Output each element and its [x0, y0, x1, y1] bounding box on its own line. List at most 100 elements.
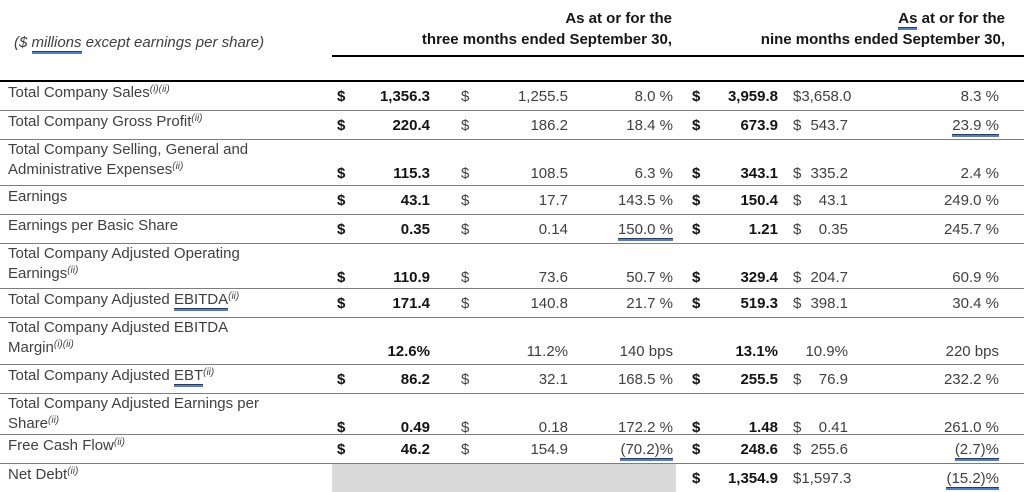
ytd-change: 2.4 % [850, 165, 1024, 187]
current-ytd-value: $343.1 [676, 165, 780, 187]
units-note-pre: ($ [14, 34, 32, 51]
group2-line2: nine months ended September 30, [760, 31, 1005, 48]
amount: 1.48 [748, 419, 778, 436]
current-ytd-value: $673.9 [676, 117, 780, 139]
dollar-sign: $ [793, 117, 802, 134]
prior-quarter-value: $108.5 [432, 165, 570, 187]
prior-quarter-value: $32.1 [432, 371, 570, 393]
percent: 8.3 % [960, 88, 999, 105]
amount: 0.18 [538, 419, 568, 436]
amount: 1.21 [748, 221, 778, 238]
column-group-nine-months: As at or for the nine months ended Septe… [676, 8, 1024, 57]
dollar-sign: $ [337, 221, 346, 238]
current-quarter-value: 12.6% [332, 343, 432, 365]
dollar-sign: $ [461, 117, 470, 134]
current-quarter-value: $220.4 [332, 117, 432, 139]
current-ytd-value: 13.1% [676, 343, 780, 365]
row-label-text: Total Company Gross Profit [8, 113, 192, 130]
table-row-gross-profit: Total Company Gross Profit(ii) $220.4 $1… [0, 111, 1024, 140]
row-label: Total Company Adjusted EBITDA Margin(i)(… [0, 318, 332, 365]
current-ytd-value: $3,959.8 [676, 88, 780, 110]
amount: 343.1 [740, 165, 778, 182]
prior-ytd-value: $398.1 [780, 295, 850, 317]
ytd-change: (2.7)% [850, 441, 1024, 463]
dollar-sign: $ [692, 269, 701, 286]
amount: 255.6 [810, 441, 848, 458]
percent: 30.4 % [952, 295, 999, 312]
amount: 0.14 [538, 221, 568, 238]
prior-ytd-value: 10.9% [780, 343, 850, 365]
amount: 32.1 [538, 371, 568, 388]
dollar-sign: $ [337, 165, 346, 182]
percent: 18.4 % [626, 117, 673, 134]
row-label-text: Total Company Adjusted Earnings per Shar… [8, 395, 259, 432]
dollar-sign: $ [461, 419, 470, 436]
amount: 43.1 [818, 192, 848, 209]
current-ytd-value: $329.4 [676, 269, 780, 291]
current-ytd-value: $1.48 [676, 419, 780, 441]
amount: 13.1% [735, 343, 778, 360]
percent: 6.3 % [634, 165, 673, 182]
percent: 50.7 % [626, 269, 673, 286]
basis-points: 220 bps [945, 343, 999, 360]
basis-points: 140 bps [619, 343, 673, 360]
quarter-change: (70.2)% [570, 441, 676, 463]
group2-line1: As at or for the [676, 8, 1005, 29]
amount: 108.5 [530, 165, 568, 182]
dollar-sign: $ [461, 165, 470, 182]
amount: 673.9 [740, 117, 778, 134]
prior-quarter-value: $154.9 [432, 441, 570, 463]
quarter-change: 18.4 % [570, 117, 676, 139]
dollar-sign: $ [793, 470, 802, 487]
row-label-text: Net Debt [8, 466, 68, 483]
prior-ytd-value: $335.2 [780, 165, 850, 187]
amount: 0.35 [400, 221, 430, 238]
row-label-text: Total Company Selling, General and Admin… [8, 141, 249, 178]
amount: 255.5 [740, 371, 778, 388]
prior-quarter-value: $186.2 [432, 117, 570, 139]
column-group-three-months: As at or for the three months ended Sept… [332, 8, 676, 57]
dollar-sign: $ [793, 419, 802, 436]
dollar-sign: $ [793, 441, 802, 458]
current-ytd-value: $248.6 [676, 441, 780, 463]
ytd-change: (15.2)% [850, 470, 1024, 492]
prior-quarter-value: $140.8 [432, 295, 570, 317]
row-label-text: Total Company Sales [8, 84, 150, 101]
dollar-sign: $ [692, 295, 701, 312]
shaded-not-applicable-cells [332, 464, 676, 492]
ytd-change: 245.7 % [850, 221, 1024, 243]
amount: 12.6% [387, 343, 430, 360]
footnote-ref: (ii) [172, 161, 184, 172]
percent-marked: (70.2)% [620, 441, 673, 459]
row-label: Total Company Adjusted Operating Earning… [0, 244, 332, 291]
dollar-sign: $ [461, 441, 470, 458]
percent: 261.0 % [943, 419, 999, 436]
amount: 220.4 [392, 117, 430, 134]
dollar-sign: $ [692, 470, 701, 487]
current-quarter-value: $171.4 [332, 295, 432, 317]
quarter-change: 140 bps [570, 343, 676, 365]
percent: 2.4 % [960, 165, 999, 182]
amount: 154.9 [530, 441, 568, 458]
prior-ytd-value: $0.35 [780, 221, 850, 243]
amount: 0.35 [818, 221, 848, 238]
prior-quarter-value: $0.18 [432, 419, 570, 441]
amount: 171.4 [392, 295, 430, 312]
dollar-sign: $ [337, 269, 346, 286]
footnote-ref: (ii) [203, 367, 215, 378]
dollar-sign: $ [337, 295, 346, 312]
current-ytd-value: $1.21 [676, 221, 780, 243]
dollar-sign: $ [692, 192, 701, 209]
table-header: ($ millions except earnings per share) A… [0, 0, 1024, 57]
dollar-sign: $ [461, 295, 470, 312]
prior-quarter-value: $0.14 [432, 221, 570, 243]
row-label: Total Company Selling, General and Admin… [0, 140, 332, 187]
footnote-ref: (ii) [67, 466, 79, 477]
units-note-post: except earnings per share) [81, 34, 265, 51]
amount: 1,354.9 [727, 470, 778, 487]
dollar-sign: $ [692, 419, 701, 436]
current-quarter-value: $1,356.3 [332, 88, 432, 110]
row-label: Earnings per Basic Share [0, 216, 332, 243]
amount: 1,356.3 [379, 88, 430, 105]
amount: 1,255.5 [517, 88, 568, 105]
